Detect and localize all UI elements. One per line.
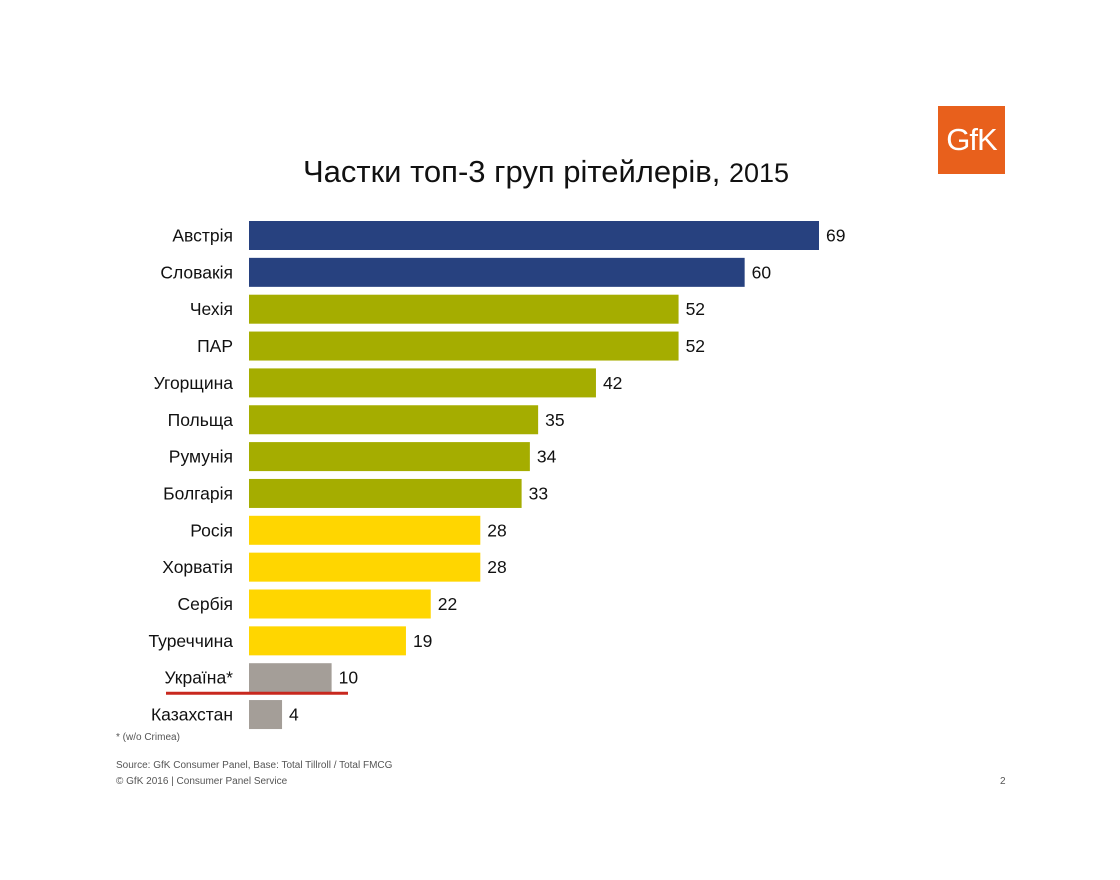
category-label: Румунія: [169, 447, 233, 467]
category-label: Польща: [168, 410, 234, 430]
gfk-logo: GfK: [938, 106, 1005, 174]
category-label: Хорватія: [162, 557, 233, 577]
value-label: 52: [686, 336, 705, 356]
category-label: Казахстан: [151, 705, 233, 725]
bar: [249, 405, 539, 435]
bar: [249, 257, 745, 287]
bar: [249, 552, 481, 582]
value-label: 35: [545, 410, 564, 430]
value-label: 4: [289, 705, 299, 725]
page-number: 2: [1000, 776, 1006, 787]
category-label: Словакія: [160, 262, 233, 282]
bar: [249, 589, 431, 619]
value-label: 22: [438, 594, 457, 614]
category-label: Україна*: [164, 668, 233, 688]
value-label: 34: [537, 447, 557, 467]
bar: [249, 700, 283, 730]
bar: [249, 515, 481, 545]
value-label: 28: [487, 557, 506, 577]
category-label: Угорщина: [154, 373, 234, 393]
category-label: Болгарія: [163, 483, 233, 503]
value-label: 28: [487, 520, 506, 540]
category-label: Австрія: [172, 226, 233, 246]
value-label: 42: [603, 373, 622, 393]
chart-title: Частки топ-3 груп рітейлерів, 2015: [0, 154, 1092, 190]
bar: [249, 442, 530, 472]
category-label: Туреччина: [148, 631, 233, 651]
category-label: Сербія: [178, 594, 234, 614]
category-label: Росія: [190, 520, 233, 540]
bar: [249, 221, 819, 250]
chart-title-main: Частки топ-3 груп рітейлерів,: [302, 154, 721, 189]
bar: [249, 368, 596, 398]
value-label: 52: [686, 299, 705, 319]
chart-title-year: 2015: [728, 158, 790, 188]
source-note: Source: GfK Consumer Panel, Base: Total …: [116, 760, 393, 771]
bar: [249, 294, 679, 324]
bar: [249, 626, 406, 656]
bar: [249, 331, 679, 361]
footnote: * (w/o Crimea): [116, 732, 180, 743]
bar: [249, 663, 332, 693]
value-label: 19: [413, 631, 432, 651]
bar: [249, 478, 522, 508]
value-label: 60: [752, 262, 772, 282]
value-label: 69: [826, 226, 845, 246]
value-label: 33: [529, 483, 548, 503]
category-label: Чехія: [190, 299, 233, 319]
value-label: 10: [339, 668, 359, 688]
category-label: ПАР: [197, 336, 233, 356]
copyright: © GfK 2016 | Consumer Panel Service: [116, 776, 288, 787]
gfk-logo-text: GfK: [946, 122, 997, 157]
